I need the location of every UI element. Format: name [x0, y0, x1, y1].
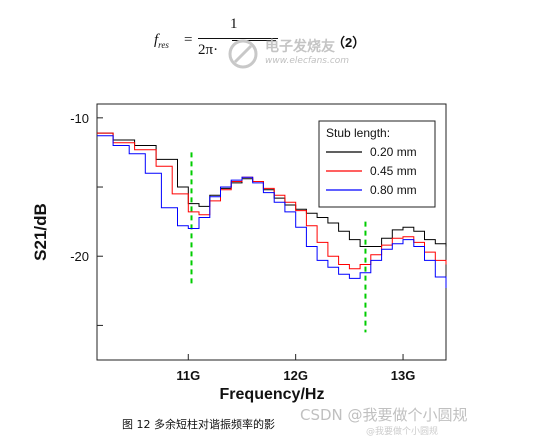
legend-label: 0.45 mm	[370, 164, 417, 178]
watermark-csdn-sub: @我要做个小圆规	[366, 427, 439, 437]
formula-fraction-bar	[198, 38, 278, 39]
y-axis-label: S21/dB	[31, 203, 50, 261]
figure-caption: 图 12 多余短柱对谐振频率的影	[122, 418, 275, 431]
elecfans-logo-icon	[228, 39, 258, 69]
formula-lhs: fres	[154, 32, 169, 50]
series-line-0-45-mm	[97, 132, 447, 270]
legend-label: 0.80 mm	[370, 183, 417, 197]
resonance-markers	[190, 152, 367, 333]
x-tick-label: 12G	[283, 368, 308, 383]
watermark-cn-text: 电子发烧友	[265, 39, 335, 55]
x-axis-label: Frequency/Hz	[220, 386, 325, 403]
x-tick-label: 13G	[391, 368, 416, 383]
y-tick-label: -20	[70, 249, 89, 264]
watermark-elecfans: 电子发烧友 www.elecfans.com	[225, 36, 375, 76]
legend-title: Stub length:	[326, 126, 390, 140]
watermark-url-text: www.elecfans.com	[265, 56, 350, 66]
resonance-formula: fres = 1 2π· （2）	[150, 14, 390, 66]
plot-frame	[96, 103, 447, 361]
x-tick-label: 11G	[176, 368, 200, 383]
series-line-0-80-mm	[97, 135, 447, 288]
formula-equals: =	[184, 32, 193, 48]
legend-box	[318, 120, 436, 208]
legend: Stub length: 0.20 mm 0.45 mm 0.80 mm	[318, 120, 436, 208]
legend-label: 0.20 mm	[370, 145, 417, 159]
formula-numerator: 1	[230, 16, 238, 32]
y-tick-label: -10	[70, 111, 89, 126]
formula-denominator: 2π·	[198, 42, 219, 58]
watermark-csdn: CSDN @我要做个小圆规	[300, 406, 468, 424]
formula-sqrt-bar	[232, 40, 276, 41]
equation-number: （2）	[332, 35, 366, 50]
axis-ticks: 11G 12G 13G -10 -20	[70, 111, 415, 383]
series-lines	[97, 132, 447, 288]
